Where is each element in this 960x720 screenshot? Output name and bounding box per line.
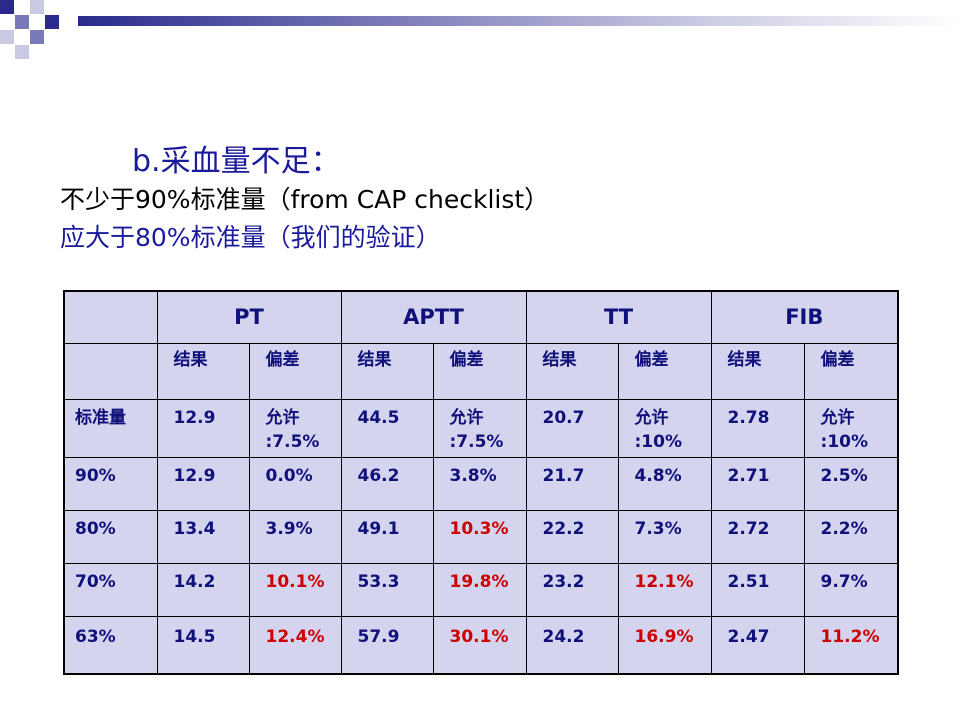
- table-cell: 14.5: [156, 615, 250, 675]
- subheader-cell: 结果: [156, 342, 250, 400]
- table-cell: 3.8%: [432, 456, 527, 511]
- table-cell: 允许 :10%: [803, 398, 899, 458]
- subheader-cell: 结果: [340, 342, 434, 400]
- row-label: 90%: [63, 456, 158, 511]
- table-cell: 12.9: [156, 398, 250, 458]
- subheader-cell: 偏差: [248, 342, 342, 400]
- square-decoration: [0, 30, 14, 44]
- table-cell: 10.3%: [432, 509, 527, 564]
- table-cell: 允许 :10%: [617, 398, 712, 458]
- group-header-tt: TT: [525, 290, 712, 344]
- row-label: 标准量: [63, 398, 158, 458]
- group-header-fib: FIB: [710, 290, 899, 344]
- square-decoration: [45, 15, 59, 29]
- requirement-line-verification: 应大于80%标准量（我们的验证）: [60, 223, 441, 252]
- table-subheader-blank: [63, 342, 158, 400]
- table-cell: 23.2: [525, 562, 619, 617]
- table-row: 80% 13.4 3.9% 49.1 10.3% 22.2 7.3% 2.72 …: [63, 509, 899, 564]
- square-decoration: [15, 45, 29, 59]
- square-decoration: [30, 30, 44, 44]
- coagulation-results-table: PT APTT TT FIB 结果 偏差 结果 偏差 结果 偏差 结果 偏差 标…: [63, 290, 900, 675]
- table-cell: 3.9%: [248, 509, 342, 564]
- table-row-standard: 标准量 12.9 允许 :7.5% 44.5 允许 :7.5% 20.7 允许 …: [63, 398, 899, 458]
- table-cell: 11.2%: [803, 615, 899, 675]
- requirement-line-cap: 不少于90%标准量（from CAP checklist）: [60, 185, 550, 214]
- table-cell: 10.1%: [248, 562, 342, 617]
- decorative-squares: [0, 0, 78, 60]
- table-cell: 2.71: [710, 456, 805, 511]
- table-cell: 2.2%: [803, 509, 899, 564]
- table-cell: 2.78: [710, 398, 805, 458]
- table-cell: 46.2: [340, 456, 434, 511]
- square-decoration: [15, 15, 29, 29]
- row-label: 70%: [63, 562, 158, 617]
- subheader-cell: 偏差: [432, 342, 527, 400]
- table-cell: 允许 :7.5%: [248, 398, 342, 458]
- table-cell: 13.4: [156, 509, 250, 564]
- subheader-cell: 结果: [525, 342, 619, 400]
- subheader-cell: 偏差: [617, 342, 712, 400]
- table-cell: 2.72: [710, 509, 805, 564]
- table-row: 63% 14.5 12.4% 57.9 30.1% 24.2 16.9% 2.4…: [63, 615, 899, 675]
- table-row: 90% 12.9 0.0% 46.2 3.8% 21.7 4.8% 2.71 2…: [63, 456, 899, 511]
- table-cell: 16.9%: [617, 615, 712, 675]
- table-cell: 14.2: [156, 562, 250, 617]
- table-cell: 12.9: [156, 456, 250, 511]
- square-decoration: [30, 0, 44, 14]
- square-decoration: [0, 0, 14, 14]
- group-header-aptt: APTT: [340, 290, 527, 344]
- table-cell: 20.7: [525, 398, 619, 458]
- table-subheader-row: 结果 偏差 结果 偏差 结果 偏差 结果 偏差: [63, 342, 899, 400]
- table-group-header-row: PT APTT TT FIB: [63, 290, 899, 344]
- table-cell: 49.1: [340, 509, 434, 564]
- table-cell: 53.3: [340, 562, 434, 617]
- row-label: 63%: [63, 615, 158, 675]
- table-corner-cell: [63, 290, 158, 344]
- table-cell: 19.8%: [432, 562, 527, 617]
- table-cell: 允许 :7.5%: [432, 398, 527, 458]
- table-cell: 4.8%: [617, 456, 712, 511]
- table-cell: 12.1%: [617, 562, 712, 617]
- table-cell: 9.7%: [803, 562, 899, 617]
- header-gradient-bar: [78, 16, 960, 26]
- table-cell: 12.4%: [248, 615, 342, 675]
- row-label: 80%: [63, 509, 158, 564]
- table-cell: 2.5%: [803, 456, 899, 511]
- table-cell: 24.2: [525, 615, 619, 675]
- table-cell: 2.47: [710, 615, 805, 675]
- table-cell: 21.7: [525, 456, 619, 511]
- group-header-pt: PT: [156, 290, 342, 344]
- table-cell: 2.51: [710, 562, 805, 617]
- table-cell: 22.2: [525, 509, 619, 564]
- table-cell: 30.1%: [432, 615, 527, 675]
- slide-subtitle: b.采血量不足：: [132, 144, 341, 179]
- table-cell: 0.0%: [248, 456, 342, 511]
- table-cell: 44.5: [340, 398, 434, 458]
- table-row: 70% 14.2 10.1% 53.3 19.8% 23.2 12.1% 2.5…: [63, 562, 899, 617]
- subheader-cell: 结果: [710, 342, 805, 400]
- subheader-cell: 偏差: [803, 342, 899, 400]
- table-cell: 57.9: [340, 615, 434, 675]
- table-cell: 7.3%: [617, 509, 712, 564]
